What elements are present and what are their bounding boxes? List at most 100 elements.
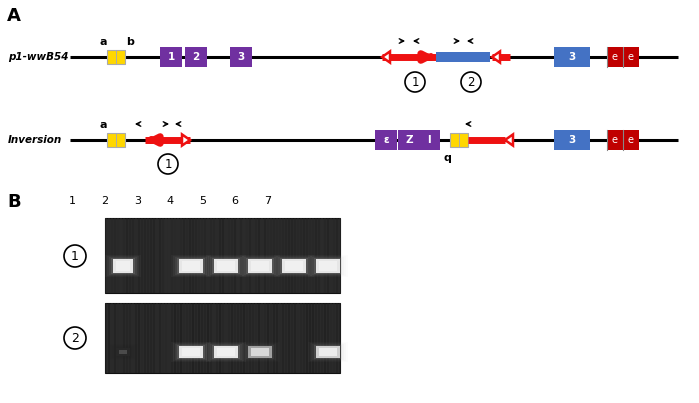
Bar	[109, 257, 137, 275]
Bar	[201, 303, 203, 373]
Bar	[123, 218, 125, 293]
Bar	[195, 303, 197, 373]
Bar	[306, 303, 308, 373]
Bar	[273, 218, 275, 293]
Bar	[310, 256, 346, 276]
Bar	[273, 303, 275, 373]
Bar	[330, 303, 332, 373]
Bar	[285, 218, 287, 293]
Bar	[162, 218, 164, 293]
Text: 2: 2	[101, 196, 108, 206]
Bar	[150, 218, 152, 293]
Bar	[247, 259, 272, 273]
Bar	[333, 218, 335, 293]
Bar	[252, 303, 254, 373]
Bar	[116, 348, 130, 356]
Bar	[225, 218, 227, 293]
Bar	[105, 218, 107, 293]
Bar	[267, 218, 269, 293]
Bar	[207, 218, 209, 293]
Bar	[180, 259, 203, 273]
Bar	[168, 303, 170, 373]
Text: 3: 3	[134, 196, 140, 206]
Text: 1: 1	[69, 196, 75, 206]
Text: e: e	[612, 135, 618, 145]
Bar	[234, 303, 236, 373]
Bar	[126, 303, 128, 373]
Bar	[212, 345, 240, 359]
Bar	[297, 218, 299, 293]
Bar	[210, 303, 212, 373]
Bar	[276, 256, 312, 276]
Bar	[436, 52, 490, 62]
Bar	[306, 218, 308, 293]
Bar	[318, 303, 320, 373]
Bar	[258, 303, 260, 373]
Bar	[186, 303, 188, 373]
Bar	[240, 255, 280, 277]
Bar	[216, 303, 218, 373]
Polygon shape	[492, 52, 500, 62]
Bar	[264, 303, 266, 373]
Bar	[234, 218, 236, 293]
Text: e: e	[628, 135, 634, 145]
Bar	[171, 303, 173, 373]
Bar	[175, 344, 208, 360]
Bar	[204, 303, 206, 373]
Bar	[282, 303, 284, 373]
Bar	[120, 218, 122, 293]
Bar	[300, 218, 302, 293]
Bar	[276, 218, 278, 293]
Bar	[276, 303, 278, 373]
Bar	[231, 303, 233, 373]
Bar	[108, 218, 110, 293]
Bar	[138, 218, 140, 293]
Bar	[284, 261, 303, 271]
Bar	[450, 133, 468, 147]
Bar	[607, 130, 623, 150]
Bar	[219, 218, 221, 293]
Bar	[180, 303, 182, 373]
Text: a: a	[99, 120, 107, 130]
Bar	[279, 303, 281, 373]
Bar	[108, 344, 138, 360]
Bar	[300, 303, 302, 373]
Bar	[267, 303, 269, 373]
Bar	[201, 218, 203, 293]
Bar	[141, 218, 143, 293]
Bar	[312, 344, 344, 360]
Circle shape	[158, 154, 178, 174]
Bar	[178, 258, 206, 274]
Bar	[114, 347, 132, 357]
Text: 3: 3	[238, 52, 245, 62]
Bar	[324, 303, 326, 373]
Bar	[240, 303, 242, 373]
Bar	[212, 258, 240, 274]
Bar	[206, 342, 245, 362]
Bar	[309, 303, 311, 373]
Bar	[244, 344, 275, 360]
Bar	[240, 218, 242, 293]
Bar	[165, 218, 167, 293]
Bar	[208, 256, 243, 276]
Bar	[315, 303, 317, 373]
Text: q: q	[443, 153, 451, 163]
Bar	[291, 303, 293, 373]
Bar	[192, 303, 194, 373]
Bar	[175, 257, 208, 275]
Bar	[147, 218, 149, 293]
Bar	[336, 218, 338, 293]
Bar	[261, 218, 263, 293]
Bar	[105, 303, 340, 373]
Text: 5: 5	[199, 196, 206, 206]
Bar	[294, 218, 296, 293]
Bar	[246, 303, 248, 373]
Bar	[285, 303, 287, 373]
Bar	[206, 255, 245, 277]
Bar	[258, 218, 260, 293]
Bar	[207, 303, 209, 373]
Bar	[135, 303, 137, 373]
Polygon shape	[505, 134, 513, 145]
Bar	[174, 218, 176, 293]
Bar	[244, 257, 275, 275]
